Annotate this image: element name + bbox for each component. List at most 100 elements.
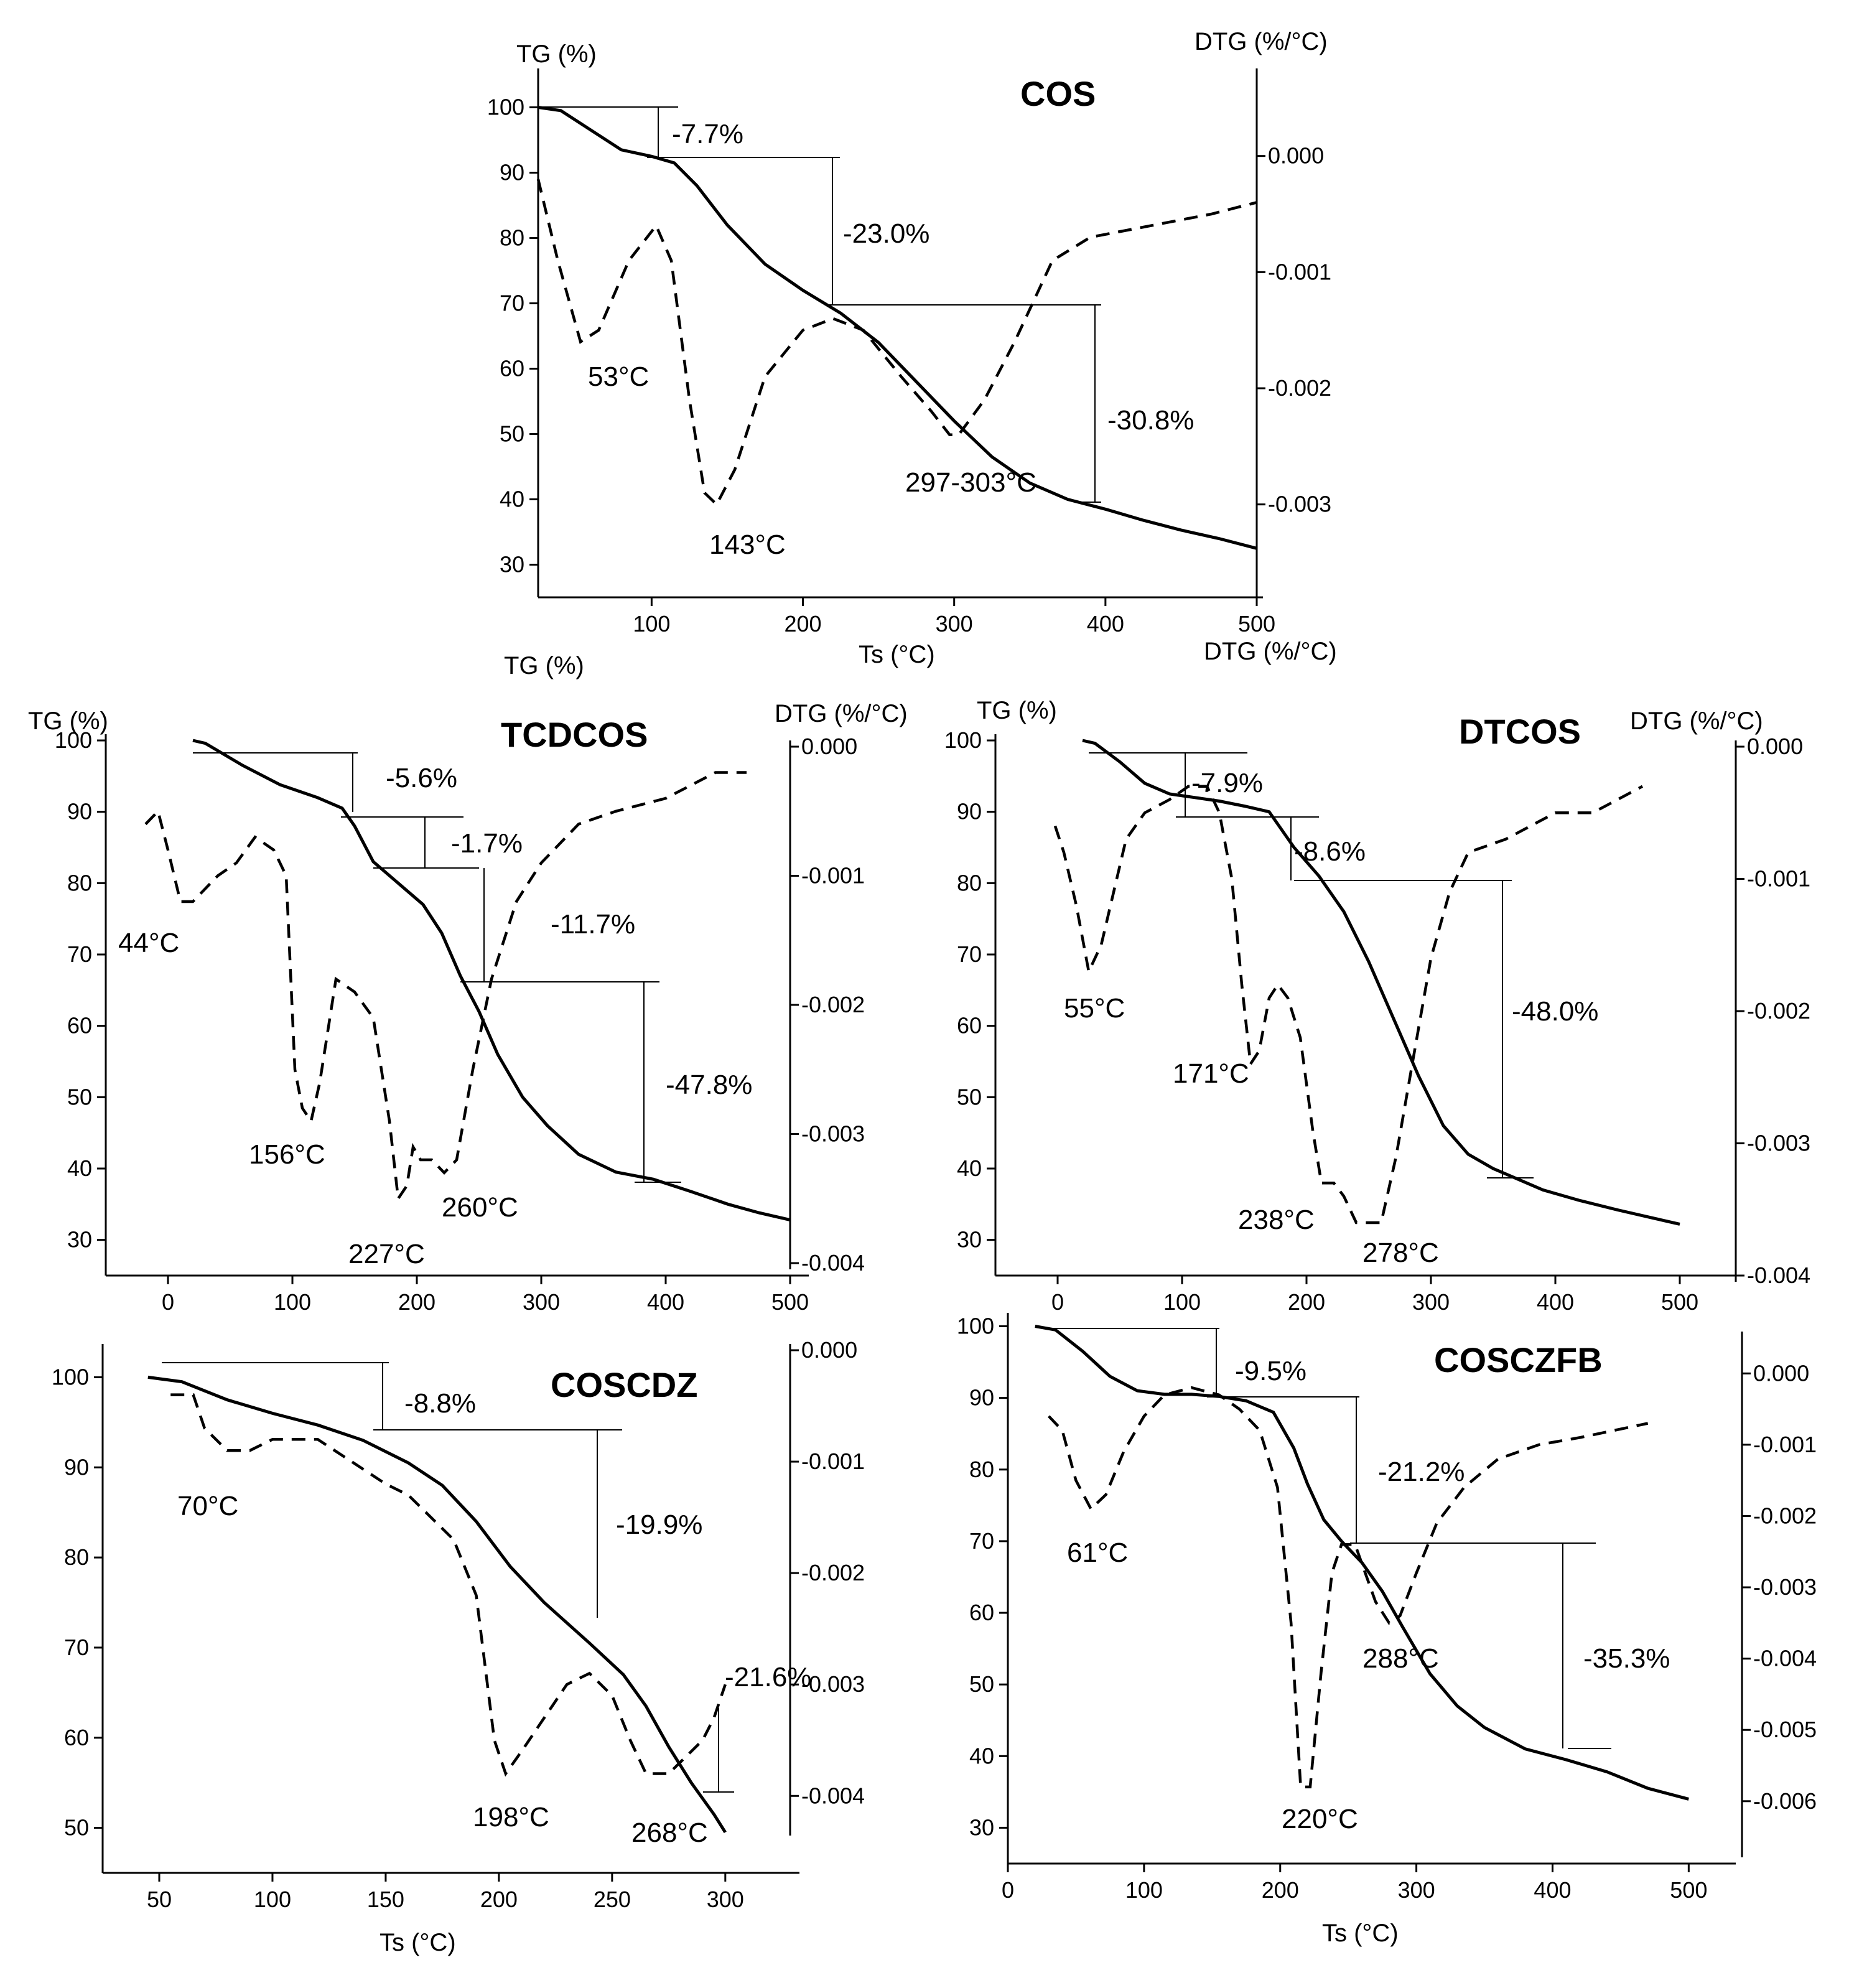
dtcos-y-left-tick-label: 50 (957, 1084, 982, 1109)
coscdz-peak-3: 268°C (631, 1818, 708, 1848)
cos-step-guides (535, 106, 1101, 503)
cos-y-right-tick-label: -0.003 (1268, 492, 1331, 517)
tcdcos-x-tick-label: 300 (523, 1289, 560, 1315)
coscdz-step-1: -8.8% (404, 1388, 476, 1419)
coscdz-y-right-tick-label: -0.002 (801, 1560, 865, 1585)
cos-y-left-tick-label: 50 (500, 421, 524, 447)
dtcos-peak-1: 55°C (1064, 993, 1125, 1024)
tcdcos-step-2: -1.7% (451, 828, 523, 859)
dtcos-peak-4: 278°C (1362, 1238, 1439, 1268)
dtcos-y-left-tick-label: 30 (957, 1227, 982, 1253)
cos-y-left-tick-label: 90 (500, 160, 524, 185)
cos-right-axis-title: DTG (%/°C) (1195, 28, 1328, 55)
dtcos-y-left-tick-label: 80 (957, 870, 982, 895)
plot-cos: 100 200 300 400 500 30 40 50 60 70 80 90 100 0.000 -0.… (487, 68, 1331, 637)
dtcos-left-axis-title: TG (%) (977, 697, 1057, 724)
coscdz-dtg-curve (170, 1393, 727, 1777)
dtcos-title: DTCOS (1459, 712, 1581, 751)
dtcos-y-right-tick-label: -0.001 (1747, 866, 1810, 892)
tcdcos-y-left-tick-label: 80 (67, 870, 92, 895)
chart-cosczfb: COSCZFB Ts (°C) -9.5% -21.2% -35.3% 61°C… (1051, 1328, 1670, 1947)
dtcos-y-left-tick-label: 90 (957, 799, 982, 824)
tcdcos-step-4: -47.8% (666, 1070, 752, 1100)
coscdz-y-left-tick-label: 60 (64, 1725, 89, 1750)
coscdz-peak-1: 70°C (177, 1491, 238, 1521)
cosczfb-dtg-curve (1048, 1386, 1649, 1789)
coscdz-y-left-tick-label: 80 (64, 1544, 89, 1570)
cosczfb-x-tick-label: 500 (1670, 1877, 1707, 1903)
cosczfb-y-right-tick-label: 0.000 (1753, 1360, 1809, 1386)
tcdcos-y-right-tick-label: -0.003 (801, 1121, 865, 1147)
cos-x-tick-label: 100 (633, 611, 670, 637)
cosczfb-x-tick-label: 200 (1262, 1877, 1299, 1903)
cos-y-left-tick-label: 40 (500, 487, 524, 512)
cosczfb-y-left-tick-label: 50 (969, 1671, 994, 1697)
chart-tcdcos: TG (%) DTG (%/°C) TCDCOS -5.6% -1.7% -11… (28, 700, 908, 1269)
cos-extra-dtg-label: DTG (%/°C) (1204, 638, 1337, 665)
cos-y-right-tick-label: 0.000 (1268, 143, 1324, 169)
cos-y-left-tick-label: 60 (500, 356, 524, 381)
coscdz-title: COSCDZ (551, 1365, 697, 1404)
cosczfb-y-left-tick-label: 80 (969, 1457, 994, 1482)
plot-tcdcos: 0 100 200 300 400 500 30 40 50 60 70 80 90 100 0.000 -0… (55, 727, 865, 1315)
dtcos-step-1: -7.9% (1191, 768, 1263, 798)
cosczfb-step-2: -21.2% (1378, 1457, 1465, 1487)
cos-peak-1: 53°C (588, 362, 649, 392)
tcdcos-x-tick-label: 100 (274, 1289, 311, 1315)
dtcos-peak-2: 171°C (1173, 1058, 1249, 1089)
dtcos-x-tick-label: 100 (1163, 1289, 1201, 1315)
tcdcos-y-left-tick-label: 40 (67, 1155, 92, 1181)
chart-cos: TG (%) DTG (%/°C) COS Ts (°C) TG (%) DTG… (504, 28, 1337, 679)
coscdz-y-left-tick-label: 100 (52, 1364, 89, 1389)
coscdz-x-tick-label: 200 (480, 1887, 518, 1912)
cos-x-tick-label: 200 (784, 611, 821, 637)
dtcos-y-left-tick-label: 40 (957, 1155, 982, 1181)
coscdz-x-tick-label: 50 (147, 1887, 172, 1912)
cosczfb-peak-2: 220°C (1282, 1804, 1358, 1834)
coscdz-y-right-tick-label: -0.001 (801, 1449, 865, 1474)
chart-dtcos: TG (%) DTG (%/°C) DTCOS -7.9% -8.6% -48.… (977, 697, 1763, 1268)
cosczfb-y-left-tick-label: 70 (969, 1528, 994, 1554)
coscdz-y-right-tick-label: -0.004 (801, 1783, 865, 1808)
tcdcos-y-left-tick-label: 50 (67, 1084, 92, 1109)
tcdcos-y-left-tick-label: 90 (67, 799, 92, 824)
cos-title: COS (1020, 74, 1096, 113)
plot-coscdz: 50 100 150 200 250 300 50 60 70 80 90 100 0.000 -0.00… (52, 1337, 865, 1912)
cosczfb-step-3: -35.3% (1583, 1643, 1670, 1674)
tcdcos-title: TCDCOS (501, 715, 648, 754)
dtcos-step-guides (1089, 752, 1534, 1178)
dtcos-y-left-tick-label: 100 (944, 727, 982, 753)
coscdz-x-tick-label: 300 (707, 1887, 744, 1912)
tcdcos-x-tick-label: 500 (771, 1289, 809, 1315)
dtcos-y-right-tick-label: -0.003 (1747, 1131, 1810, 1156)
cos-y-left-tick-label: 100 (487, 95, 524, 120)
coscdz-x-tick-label: 100 (254, 1887, 291, 1912)
tcdcos-step-guides (193, 752, 681, 1183)
cos-dtg-curve (536, 179, 1257, 507)
dtcos-y-right-tick-label: -0.004 (1747, 1262, 1810, 1288)
tcdcos-y-left-tick-label: 100 (55, 727, 92, 753)
cosczfb-x-tick-label: 300 (1398, 1877, 1435, 1903)
cosczfb-x-axis-title: Ts (°C) (1322, 1920, 1399, 1947)
cosczfb-step-1: -9.5% (1235, 1356, 1306, 1386)
cos-y-left-tick-label: 70 (500, 291, 524, 316)
tcdcos-left-axis-title: TG (%) (28, 707, 108, 735)
tcdcos-y-right-tick-label: -0.004 (801, 1250, 865, 1276)
coscdz-y-left-tick-label: 90 (64, 1454, 89, 1480)
cosczfb-y-left-tick-label: 30 (969, 1814, 994, 1840)
cos-step-1: -7.7% (672, 119, 743, 149)
tcdcos-step-1: -5.6% (386, 763, 457, 793)
tcdcos-y-right-tick-label: 0.000 (801, 734, 857, 759)
cosczfb-y-right-tick-label: -0.004 (1753, 1646, 1817, 1671)
cos-y-right-tick-label: -0.001 (1268, 259, 1331, 284)
coscdz-y-right-tick-label: -0.003 (801, 1671, 865, 1697)
coscdz-x-tick-label: 150 (367, 1887, 404, 1912)
dtcos-x-tick-label: 200 (1288, 1289, 1325, 1315)
cosczfb-peak-1: 61°C (1067, 1538, 1128, 1568)
tcdcos-y-right-tick-label: -0.002 (801, 992, 865, 1017)
cosczfb-y-left-tick-label: 90 (969, 1385, 994, 1411)
tcdcos-right-axis-title: DTG (%/°C) (775, 700, 908, 727)
dtcos-y-right-tick-label: -0.002 (1747, 998, 1810, 1024)
coscdz-step-3: -21.6% (725, 1662, 811, 1692)
